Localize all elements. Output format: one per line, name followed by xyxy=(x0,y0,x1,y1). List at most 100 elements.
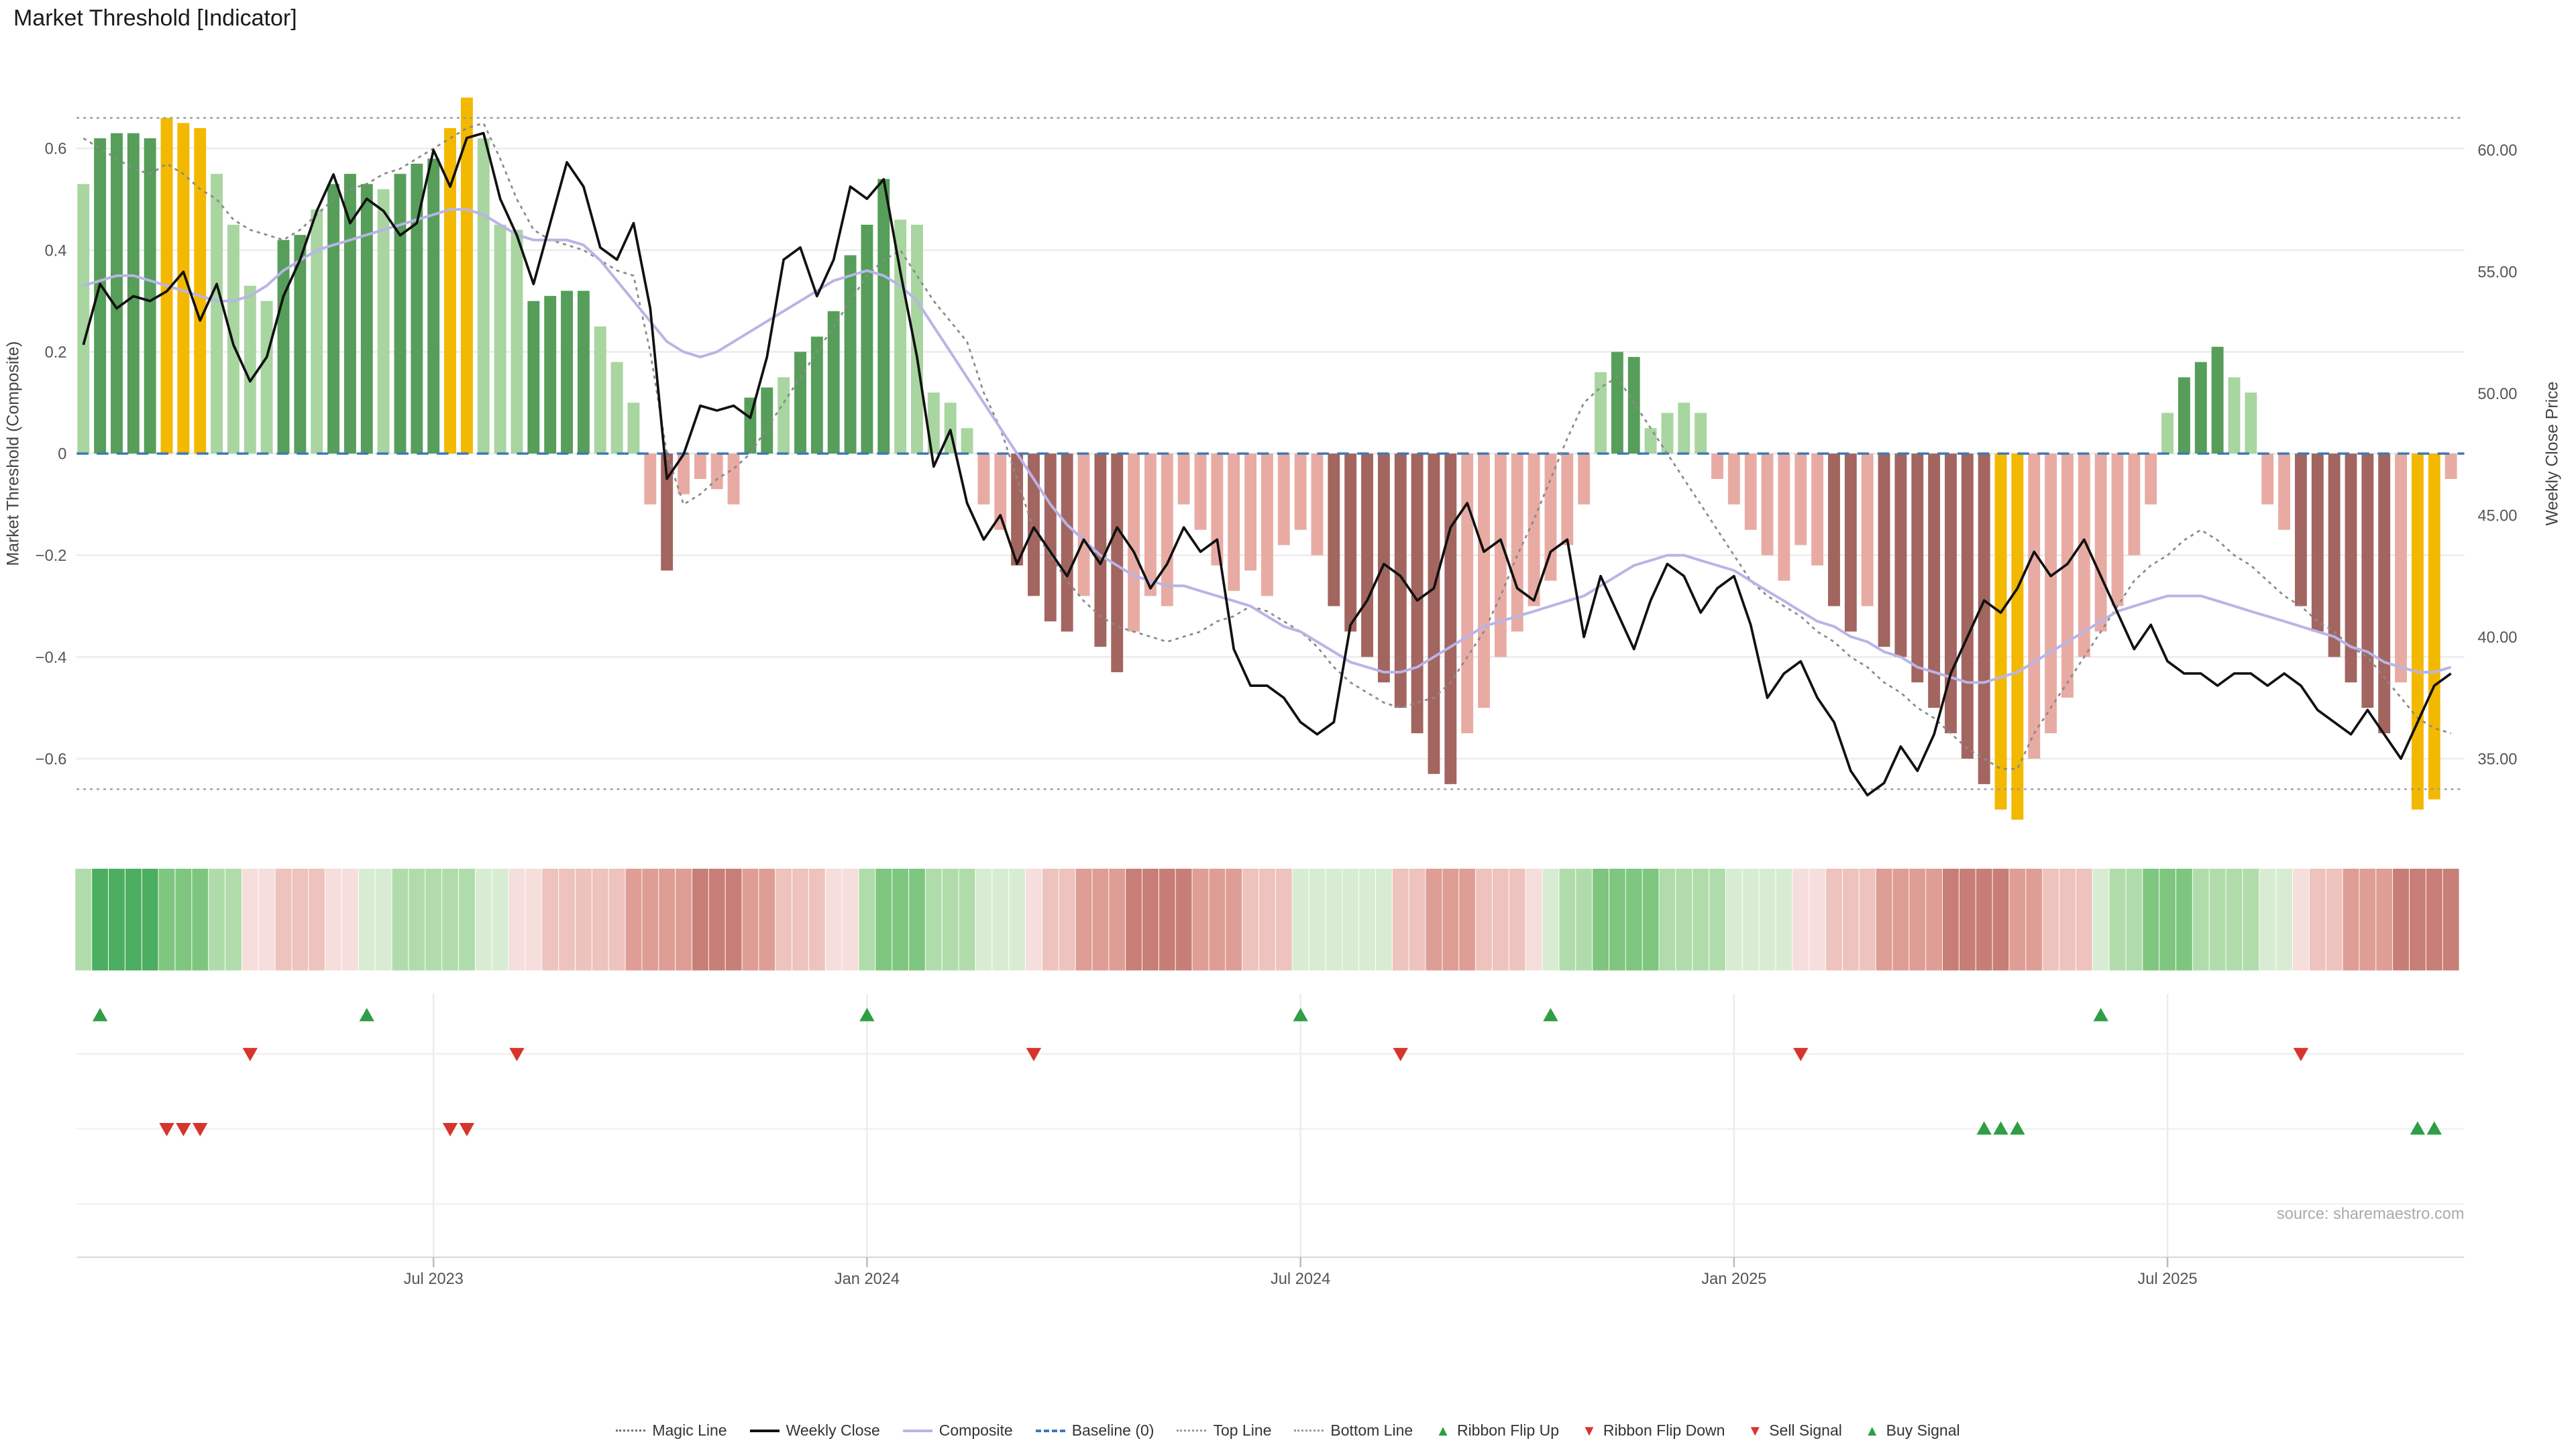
threshold-bar xyxy=(177,123,190,454)
threshold-bar xyxy=(1928,453,1941,708)
ribbon-cell xyxy=(1242,868,1259,971)
threshold-bar xyxy=(2211,346,2224,454)
flip-up-swatch-icon: ▲ xyxy=(1436,1421,1450,1439)
ribbon-cell xyxy=(1792,868,1809,971)
ribbon-cell xyxy=(342,868,358,971)
legend-item-buy-signal[interactable]: ▲ Buy Signal xyxy=(1865,1421,1960,1440)
ribbon-cell xyxy=(842,868,859,971)
ribbon-cell xyxy=(1809,868,1826,971)
threshold-bar xyxy=(94,138,107,454)
buy-signal-marker xyxy=(1993,1121,2008,1135)
threshold-bar xyxy=(1277,453,1290,545)
buy-swatch-icon: ▲ xyxy=(1864,1421,1880,1439)
ribbon-cell xyxy=(959,868,975,971)
ribbon-flip-up-marker xyxy=(1293,1008,1308,1022)
threshold-bar xyxy=(111,133,123,454)
threshold-bar xyxy=(277,239,290,454)
legend-item-top-line[interactable]: Top Line xyxy=(1177,1421,1271,1440)
ribbon-cell xyxy=(909,868,925,971)
legend-item-magic-line[interactable]: Magic Line xyxy=(616,1421,727,1440)
left-axis-tick-label: 0 xyxy=(58,446,66,464)
left-axis-tick-label: 0.4 xyxy=(45,242,67,260)
threshold-bar xyxy=(427,158,440,454)
ribbon-cell xyxy=(241,868,258,971)
ribbon-cell xyxy=(109,868,125,971)
legend-item-sell-signal[interactable]: ▼ Sell Signal xyxy=(1748,1421,1841,1440)
threshold-bar xyxy=(2111,453,2124,606)
left-axis-tick-label: 0.6 xyxy=(45,141,67,158)
ribbon-cell xyxy=(309,868,325,971)
legend-label: Bottom Line xyxy=(1330,1421,1413,1439)
ribbon-cell xyxy=(925,868,942,971)
ribbon-cell xyxy=(1559,868,1576,971)
legend-item-ribbon-flip-up[interactable]: ▲ Ribbon Flip Up xyxy=(1436,1421,1559,1440)
ribbon-cell xyxy=(1142,868,1159,971)
threshold-bar xyxy=(1828,453,1840,606)
ribbon-cell xyxy=(1492,868,1509,971)
ribbon-cell xyxy=(2376,868,2393,971)
threshold-bar xyxy=(1028,453,1040,596)
ribbon-cell xyxy=(1409,868,1426,971)
x-axis-tick-label: Jul 2024 xyxy=(1271,1271,1330,1288)
threshold-bar xyxy=(343,174,356,454)
ribbon-cell xyxy=(659,868,676,971)
ribbon-cell xyxy=(1676,868,1693,971)
threshold-bar xyxy=(1511,453,1523,632)
threshold-bar xyxy=(1111,453,1124,673)
threshold-bar xyxy=(1527,453,1540,606)
ribbon-cell xyxy=(942,868,959,971)
ribbon-cell xyxy=(425,868,442,971)
threshold-bar xyxy=(1761,453,1774,555)
top-swatch-icon xyxy=(1177,1430,1207,1432)
ribbon-cell xyxy=(2109,868,2126,971)
threshold-bar xyxy=(1194,453,1207,530)
legend-item-composite[interactable]: Composite xyxy=(902,1421,1013,1440)
ribbon-cell xyxy=(2326,868,2343,971)
threshold-bar xyxy=(1578,453,1591,504)
legend-item-weekly-close[interactable]: Weekly Close xyxy=(749,1421,880,1440)
threshold-bar xyxy=(411,164,423,454)
ribbon-cell xyxy=(1826,868,1842,971)
ribbon-cell xyxy=(2409,868,2426,971)
ribbon-cell xyxy=(575,868,592,971)
ribbon-cell xyxy=(592,868,608,971)
ribbon-cell xyxy=(275,868,292,971)
ribbon-flip-up-marker xyxy=(859,1008,875,1022)
threshold-bar xyxy=(1644,428,1657,454)
ribbon-cell xyxy=(1426,868,1442,971)
ribbon-flip-up-marker xyxy=(92,1008,108,1022)
ribbon-cell xyxy=(1576,868,1593,971)
legend-item-bottom-line[interactable]: Bottom Line xyxy=(1294,1421,1413,1440)
threshold-bar xyxy=(2178,377,2190,454)
ribbon-cell xyxy=(209,868,225,971)
ribbon-cell xyxy=(1092,868,1109,971)
ribbon-cell xyxy=(475,868,492,971)
threshold-bar xyxy=(527,301,540,454)
legend-label: Ribbon Flip Down xyxy=(1603,1421,1725,1439)
threshold-bar xyxy=(227,224,239,454)
x-axis-tick-label: Jan 2025 xyxy=(1701,1271,1766,1288)
ribbon-cell xyxy=(1326,868,1342,971)
weekly-close-line xyxy=(82,131,2452,797)
ribbon-cell xyxy=(892,868,909,971)
ribbon-cell xyxy=(1075,868,1092,971)
legend-item-baseline-0-[interactable]: Baseline (0) xyxy=(1035,1421,1154,1440)
ribbon-cell xyxy=(392,868,409,971)
threshold-bar xyxy=(1878,453,1890,647)
right-axis-tick-label: 50.00 xyxy=(2477,386,2517,403)
sell-signal-marker xyxy=(159,1123,174,1136)
ribbon-cell xyxy=(2292,868,2309,971)
ribbon-cell xyxy=(742,868,759,971)
ribbon-cell xyxy=(1109,868,1126,971)
threshold-bar xyxy=(1428,453,1440,774)
left-axis-tick-label: 0.2 xyxy=(45,344,67,362)
ribbon-flip-down-marker xyxy=(242,1048,258,1062)
threshold-bar xyxy=(1961,453,1974,759)
ribbon-cell xyxy=(508,868,525,971)
composite-swatch-icon xyxy=(902,1429,932,1432)
threshold-bar xyxy=(1260,453,1273,596)
ribbon-flip-up-marker xyxy=(359,1008,374,1022)
ribbon-cell xyxy=(1026,868,1042,971)
legend-item-ribbon-flip-down[interactable]: ▼ Ribbon Flip Down xyxy=(1582,1421,1725,1440)
threshold-bar xyxy=(1794,453,1807,545)
